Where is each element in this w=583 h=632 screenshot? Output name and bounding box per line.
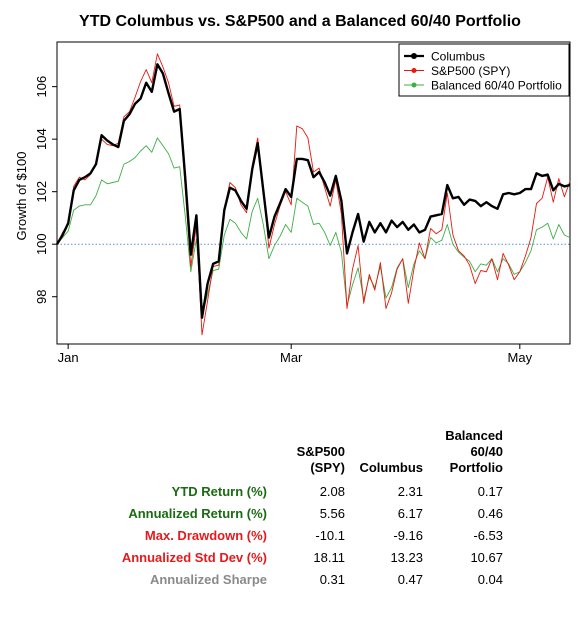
- cell-spy: -10.1: [315, 527, 345, 543]
- growth-line-chart: YTD Columbus vs. S&P500 and a Balanced 6…: [14, 13, 571, 365]
- stats-row-max-drawdown: Max. Drawdown (%) -10.1 -9.16 -6.53: [95, 524, 503, 546]
- row-label: YTD Return (%): [171, 483, 267, 499]
- cell-balanced: -6.53: [473, 527, 503, 543]
- legend-marker-columbus: [411, 53, 417, 59]
- performance-stats-table: S&P500 (SPY) Columbus Balanced 60/40 Por…: [95, 428, 503, 590]
- chart-title: YTD Columbus vs. S&P500 and a Balanced 6…: [79, 13, 521, 30]
- y-axis-ticks: 98 100 102 104 106: [34, 76, 57, 304]
- cell-balanced: 10.67: [470, 549, 503, 565]
- cell-spy: 2.08: [319, 483, 345, 499]
- plot-frame: [56, 41, 571, 345]
- x-tick-label: Mar: [280, 350, 303, 365]
- x-axis-ticks: Jan Mar May: [58, 344, 533, 365]
- header-spy: S&P500 (SPY): [275, 428, 345, 480]
- legend-label-balanced: Balanced 60/40 Portfolio: [431, 79, 562, 93]
- cell-balanced: 0.46: [477, 505, 503, 521]
- row-label: Annualized Return (%): [128, 505, 267, 521]
- series-line-columbus: [55, 63, 571, 319]
- header-balanced: Balanced 60/40 Portfolio: [423, 428, 503, 480]
- cell-columbus: 13.23: [390, 549, 423, 565]
- header-spy-line-2: (SPY): [310, 460, 345, 475]
- cell-spy: 5.56: [319, 505, 345, 521]
- y-tick-label: 98: [34, 289, 49, 303]
- cell-spy: 18.11: [313, 549, 345, 565]
- stats-row-annualized-return: Annualized Return (%) 5.56 6.17 0.46: [95, 502, 503, 524]
- stats-row-annualized-std-dev: Annualized Std Dev (%) 18.11 13.23 10.67: [95, 546, 503, 568]
- header-balanced-line-1: Balanced: [445, 428, 503, 443]
- stats-header-blank: [95, 428, 275, 480]
- row-label: Annualized Std Dev (%): [121, 549, 267, 565]
- cell-balanced: 0.17: [477, 483, 503, 499]
- cell-columbus: 6.17: [397, 505, 423, 521]
- x-tick-label: May: [508, 350, 533, 365]
- header-spy-line-1: S&P500: [296, 444, 345, 459]
- legend-label-spy: S&P500 (SPY): [431, 64, 510, 78]
- cell-columbus: 0.47: [397, 571, 423, 587]
- header-balanced-line-3: Portfolio: [449, 460, 503, 475]
- y-tick-label: 100: [34, 233, 49, 255]
- series-line-spy: [56, 53, 571, 336]
- row-label: Annualized Sharpe: [149, 571, 267, 587]
- legend-label-columbus: Columbus: [431, 50, 485, 64]
- series-line-balanced: [56, 137, 571, 317]
- row-label: Max. Drawdown (%): [144, 527, 267, 543]
- header-columbus: Columbus: [345, 428, 423, 480]
- stats-header-row: S&P500 (SPY) Columbus Balanced 60/40 Por…: [95, 428, 503, 480]
- y-axis-label: Growth of $100: [14, 152, 29, 241]
- y-tick-label: 104: [34, 128, 49, 150]
- x-tick-label: Jan: [58, 350, 79, 365]
- cell-columbus: -9.16: [393, 527, 423, 543]
- stats-row-ytd-return: YTD Return (%) 2.08 2.31 0.17: [95, 480, 503, 502]
- header-columbus-line-1: Columbus: [359, 460, 423, 475]
- y-tick-label: 106: [34, 76, 49, 98]
- y-tick-label: 102: [34, 181, 49, 203]
- legend-marker-balanced: [411, 82, 417, 88]
- series-layer: [55, 53, 571, 336]
- legend-box: [398, 43, 570, 97]
- legend-marker-spy: [411, 68, 417, 73]
- stats-row-annualized-sharpe: Annualized Sharpe 0.31 0.47 0.04: [95, 568, 503, 590]
- header-balanced-line-2: 60/40: [470, 444, 503, 459]
- cell-balanced: 0.04: [477, 571, 503, 587]
- cell-columbus: 2.31: [397, 483, 423, 499]
- cell-spy: 0.31: [319, 571, 345, 587]
